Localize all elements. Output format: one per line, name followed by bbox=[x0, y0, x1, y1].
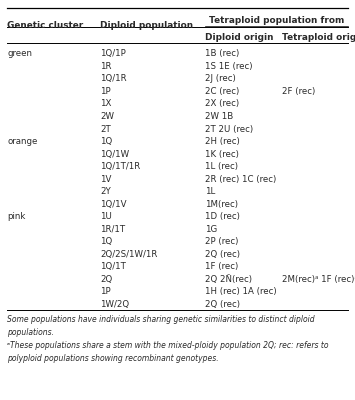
Text: 2Q (rec): 2Q (rec) bbox=[205, 250, 240, 259]
Text: 1W/2Q: 1W/2Q bbox=[100, 300, 129, 309]
Text: Tetraploid population from: Tetraploid population from bbox=[209, 16, 344, 25]
Text: 2W: 2W bbox=[100, 112, 114, 121]
Text: 2Q 2Ñ(rec): 2Q 2Ñ(rec) bbox=[205, 275, 252, 284]
Text: 1P: 1P bbox=[100, 87, 111, 96]
Text: 2T: 2T bbox=[100, 124, 111, 134]
Text: 1K (rec): 1K (rec) bbox=[205, 150, 239, 158]
Text: 2Q/2S/1W/1R: 2Q/2S/1W/1R bbox=[100, 250, 157, 259]
Text: Some populations have individuals sharing genetic similarities to distinct diplo: Some populations have individuals sharin… bbox=[7, 315, 315, 324]
Text: 2W 1B: 2W 1B bbox=[205, 112, 233, 121]
Text: 1Q/1W: 1Q/1W bbox=[100, 150, 129, 158]
Text: polyploid populations showing recombinant genotypes.: polyploid populations showing recombinan… bbox=[7, 354, 219, 363]
Text: 1V: 1V bbox=[100, 175, 111, 184]
Text: 1S 1E (rec): 1S 1E (rec) bbox=[205, 62, 252, 71]
Text: 1X: 1X bbox=[100, 100, 111, 108]
Text: 1H (rec) 1A (rec): 1H (rec) 1A (rec) bbox=[205, 287, 277, 296]
Text: 2H (rec): 2H (rec) bbox=[205, 137, 240, 146]
Text: ᵃThese populations share a stem with the mixed-ploidy population 2Q; rec: refers: ᵃThese populations share a stem with the… bbox=[7, 341, 328, 350]
Text: 1R/1T: 1R/1T bbox=[100, 225, 125, 234]
Text: 2X (rec): 2X (rec) bbox=[205, 100, 239, 108]
Text: 1Q/1P: 1Q/1P bbox=[100, 49, 126, 58]
Text: 1L (rec): 1L (rec) bbox=[205, 162, 238, 171]
Text: 2Y: 2Y bbox=[100, 187, 111, 196]
Text: populations.: populations. bbox=[7, 328, 54, 337]
Text: orange: orange bbox=[7, 137, 37, 146]
Text: Genetic cluster: Genetic cluster bbox=[7, 20, 83, 30]
Text: Tetraploid origin: Tetraploid origin bbox=[282, 33, 355, 42]
Text: 1L: 1L bbox=[205, 187, 215, 196]
Text: pink: pink bbox=[7, 212, 25, 221]
Text: 2R (rec) 1C (rec): 2R (rec) 1C (rec) bbox=[205, 175, 276, 184]
Text: 2C (rec): 2C (rec) bbox=[205, 87, 239, 96]
Text: 1F (rec): 1F (rec) bbox=[205, 262, 238, 271]
Text: 1D (rec): 1D (rec) bbox=[205, 212, 240, 221]
Text: 2Q: 2Q bbox=[100, 275, 112, 284]
Text: 2T 2U (rec): 2T 2U (rec) bbox=[205, 124, 253, 134]
Text: Diploid population: Diploid population bbox=[100, 20, 193, 30]
Text: 2P (rec): 2P (rec) bbox=[205, 237, 238, 246]
Text: 1G: 1G bbox=[205, 225, 217, 234]
Text: 1Q: 1Q bbox=[100, 137, 112, 146]
Text: 1U: 1U bbox=[100, 212, 112, 221]
Text: 1Q/1T: 1Q/1T bbox=[100, 262, 126, 271]
Text: 1Q/1R: 1Q/1R bbox=[100, 74, 127, 84]
Text: green: green bbox=[7, 49, 32, 58]
Text: 1P: 1P bbox=[100, 287, 111, 296]
Text: 1R: 1R bbox=[100, 62, 111, 71]
Text: 1M(rec): 1M(rec) bbox=[205, 200, 238, 209]
Text: 2Q (rec): 2Q (rec) bbox=[205, 300, 240, 309]
Text: Diploid origin: Diploid origin bbox=[205, 33, 273, 42]
Text: 1Q/1T/1R: 1Q/1T/1R bbox=[100, 162, 140, 171]
Text: 1Q: 1Q bbox=[100, 237, 112, 246]
Text: 2F (rec): 2F (rec) bbox=[282, 87, 315, 96]
Text: 1B (rec): 1B (rec) bbox=[205, 49, 239, 58]
Text: 1Q/1V: 1Q/1V bbox=[100, 200, 126, 209]
Text: 2M(rec)ᵃ 1F (rec)ᵃ: 2M(rec)ᵃ 1F (rec)ᵃ bbox=[282, 275, 355, 284]
Text: 2J (rec): 2J (rec) bbox=[205, 74, 236, 84]
